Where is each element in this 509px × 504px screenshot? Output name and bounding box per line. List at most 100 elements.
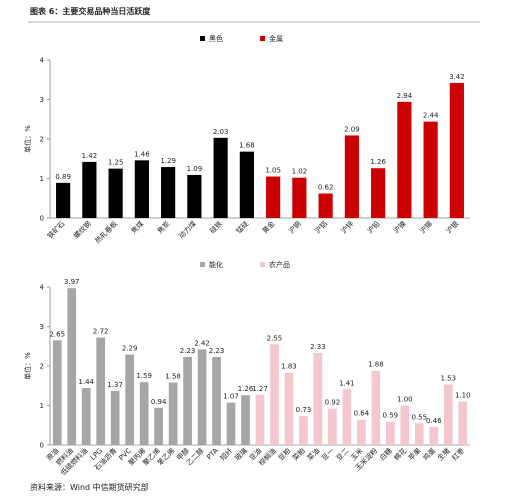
source: 资料来源：Wind 中信期货研究部 (30, 482, 149, 492)
x-tick-label: 短纤 (218, 446, 234, 462)
bar (168, 382, 178, 445)
bar (161, 167, 176, 218)
x-tick-label: 豆二 (335, 447, 351, 463)
value-label: 1.53 (440, 375, 456, 383)
value-label: 1.05 (265, 167, 281, 175)
bar (458, 401, 468, 445)
value-label: 1.42 (82, 152, 98, 160)
value-label: 0.64 (354, 410, 370, 418)
y-tick-label: 3 (40, 96, 44, 104)
value-label: 0.92 (325, 399, 341, 407)
x-tick-label: 动力煤 (177, 219, 198, 240)
value-label: 0.55 (412, 413, 428, 421)
value-label: 1.02 (292, 168, 308, 176)
bar (414, 423, 424, 445)
bar (371, 168, 386, 218)
value-label: 2.65 (49, 330, 65, 338)
bar (212, 356, 221, 445)
y-tick-label: 4 (40, 284, 45, 292)
legend-swatch (260, 36, 265, 41)
bar (81, 388, 91, 445)
bar (449, 82, 464, 218)
value-label: 2.94 (397, 92, 413, 100)
bar (357, 419, 366, 445)
x-tick-label: 焦煤 (129, 219, 145, 235)
y-tick-label: 0 (40, 442, 44, 450)
value-label: 1.00 (397, 396, 413, 404)
value-label: 2.23 (209, 347, 225, 355)
bar (82, 161, 97, 218)
bar (342, 389, 352, 445)
bar (371, 370, 381, 445)
x-tick-label: 沪铜 (287, 219, 303, 235)
bar (400, 405, 410, 445)
value-label: 3.97 (64, 278, 80, 286)
x-tick-label: 鸡蛋 (421, 446, 437, 462)
value-label: 2.23 (180, 347, 196, 355)
legend-swatch (260, 262, 265, 267)
value-label: 1.27 (252, 385, 268, 393)
value-label: 0.89 (55, 173, 71, 181)
bar (125, 354, 134, 445)
x-tick-label: 豆粕 (276, 446, 292, 462)
x-tick-label: 棉花 (392, 446, 408, 462)
x-tick-label: 锰硅 (234, 219, 250, 235)
x-tick-label: 螺纹钢 (72, 219, 93, 240)
x-tick-label: PTA (205, 447, 220, 462)
value-label: 2.29 (122, 345, 138, 353)
bar (226, 402, 236, 445)
value-label: 1.10 (455, 392, 471, 400)
bar (313, 352, 323, 445)
x-tick-label: 沪镍 (392, 219, 408, 235)
x-tick-label: 热轧卷板 (93, 219, 119, 245)
value-label: 2.72 (93, 328, 109, 336)
bar (139, 382, 149, 445)
value-label: 1.46 (134, 150, 150, 158)
x-tick-label: 焦炭 (155, 219, 171, 235)
bar (386, 421, 395, 445)
bar (213, 137, 228, 218)
legend-swatch (200, 262, 205, 267)
value-label: 1.07 (223, 393, 239, 401)
x-tick-label: 铁矿石 (45, 219, 66, 240)
bar (270, 344, 279, 445)
value-label: 2.55 (267, 334, 283, 342)
bar (328, 408, 337, 445)
value-label: 2.42 (194, 339, 210, 347)
y-tick-label: 2 (40, 363, 44, 371)
y-axis-title: 单位：% (23, 352, 32, 380)
value-label: 2.09 (344, 125, 360, 133)
bar (239, 151, 254, 218)
x-tick-label: 黄金 (260, 219, 276, 235)
value-label: 1.68 (239, 142, 255, 150)
bar (154, 407, 163, 445)
y-tick-label: 4 (40, 57, 45, 65)
bar (429, 426, 439, 445)
legend-swatch (200, 36, 205, 41)
x-tick-label: 玻璃 (233, 446, 249, 462)
value-label: 1.83 (281, 363, 297, 371)
legend-label: 金属 (269, 34, 283, 43)
x-tick-label: 沪银 (444, 219, 460, 235)
bar (397, 101, 412, 218)
bar (241, 395, 250, 445)
bar (443, 384, 453, 445)
y-tick-label: 1 (40, 402, 44, 410)
bar (52, 340, 62, 445)
bar (56, 182, 71, 218)
value-label: 1.58 (165, 373, 181, 381)
value-label: 1.41 (339, 379, 355, 387)
value-label: 2.44 (423, 112, 439, 120)
value-label: 1.26 (370, 158, 386, 166)
bar (110, 390, 120, 445)
legend-label: 农产品 (269, 260, 290, 269)
x-tick-label: 沪铅 (365, 219, 381, 235)
value-label: 1.29 (160, 157, 176, 165)
bar (255, 394, 265, 445)
bar (96, 337, 106, 445)
bar (344, 135, 359, 218)
bar (197, 349, 207, 445)
value-label: 1.09 (187, 165, 203, 173)
x-tick-label: 白糖 (377, 446, 393, 462)
